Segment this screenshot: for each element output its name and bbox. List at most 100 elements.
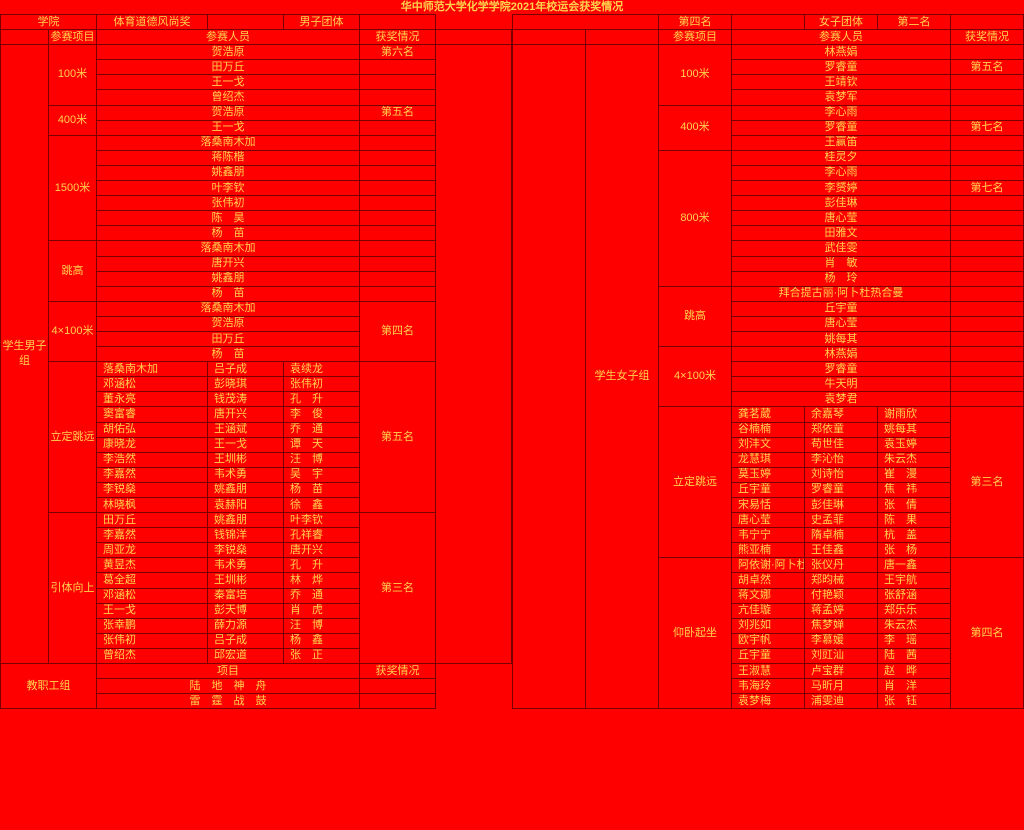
left-participant-name: 孔 升 bbox=[283, 391, 360, 408]
right-table-row: 韦宁宁 隋卓楠杭 盖 bbox=[513, 527, 1024, 544]
left-participant-name: 落桑南木加 bbox=[96, 134, 360, 151]
right-participant-name: 肖 敏 bbox=[731, 255, 951, 272]
right-row-award: 第五名 bbox=[950, 59, 1024, 76]
right-participant-name: 罗睿童 bbox=[731, 59, 951, 76]
page-title: 华中师范大学化学学院2021年校运会获奖情况 bbox=[400, 1, 624, 13]
right-participant-name: 焦梦婵 bbox=[804, 617, 878, 634]
staff-row-award bbox=[359, 678, 436, 695]
left-participant-name: 姚鑫朋 bbox=[207, 481, 284, 499]
right-row-award bbox=[950, 300, 1024, 317]
right-table-row: 袁梦梅 浦雯迪张 钰 bbox=[513, 693, 1024, 710]
left-participant-name: 林 烨 bbox=[283, 572, 360, 589]
left-row-award bbox=[359, 255, 436, 272]
left-table-row: 张伟初 吕子成杨 鑫 bbox=[1, 632, 512, 649]
right-participant-name: 罗睿童 bbox=[731, 119, 951, 136]
right-participant-name: 王宇航 bbox=[877, 572, 951, 589]
left-table-row: 李嘉然 韦术勇吴 宇 bbox=[1, 466, 512, 483]
right-participant-name: 蒋孟婷 bbox=[804, 602, 878, 619]
left-participant-name: 王圳彬 bbox=[207, 451, 284, 468]
left-participant-name: 乔 通 bbox=[283, 421, 360, 438]
right-participant-name: 张 杨 bbox=[877, 542, 951, 559]
left-participant-name: 林晓枫 bbox=[96, 496, 208, 514]
left-participant-name: 李嘉然 bbox=[96, 466, 208, 483]
left-row-award bbox=[359, 210, 436, 227]
left-table-row: 学生男子组 100米 贺浩原 第六名 bbox=[0, 44, 512, 665]
right-table-row: 丘宇童 罗睿童焦 祎 bbox=[513, 481, 1024, 499]
left-participant-name: 姚鑫朋 bbox=[207, 512, 284, 529]
left-participant-name: 杨 苗 bbox=[96, 285, 360, 302]
right-participant-name: 焦 祎 bbox=[877, 481, 951, 499]
left-participant-name: 韦术勇 bbox=[207, 557, 284, 574]
right-participant-name: 刘兆如 bbox=[731, 617, 805, 634]
left-group-label: 学生男子组 bbox=[0, 44, 49, 665]
right-participant-name: 刘豇汕 bbox=[804, 647, 878, 665]
right-table-row: 肖 敏 bbox=[513, 255, 1024, 272]
left-participant-name: 贺浩原 bbox=[96, 44, 360, 61]
right-participant-name: 牛天明 bbox=[731, 376, 951, 393]
left-row-award bbox=[359, 180, 436, 197]
right-participant-name: 刘诗怡 bbox=[804, 466, 878, 483]
left-outer-pad bbox=[435, 44, 512, 665]
left-header-top-row: 学院 体育道德风尚奖 男子团体 bbox=[0, 13, 512, 31]
right-left-pad bbox=[512, 29, 586, 46]
right-row-award bbox=[950, 255, 1024, 272]
right-table-row: 丘宇童 刘豇汕陆 茜 bbox=[513, 647, 1024, 665]
left-table-row: 4×100米 落桑南木加 第四名 bbox=[1, 300, 512, 363]
right-participant-name: 丘宇童 bbox=[731, 481, 805, 499]
left-table-row: 邓涵松 彭晓琪 张伟初 bbox=[1, 376, 512, 393]
right-participant-name: 张 钰 bbox=[877, 693, 951, 710]
left-header-college: 学院 bbox=[0, 13, 97, 31]
left-participant-name: 汪 博 bbox=[283, 617, 360, 634]
left-table-row: 葛全超 王圳彬林 烨 bbox=[1, 572, 512, 589]
right-participant-name: 罗睿童 bbox=[731, 361, 951, 378]
right-participant-name: 胡卓然 bbox=[731, 572, 805, 589]
right-participant-name: 唐心莹 bbox=[731, 512, 805, 529]
right-header-blank0 bbox=[512, 13, 659, 31]
right-table-row: 学生女子组 100米 林燕娟 bbox=[512, 44, 1024, 710]
left-group-spacer bbox=[0, 29, 49, 46]
right-participant-name: 苟世佳 bbox=[804, 436, 878, 453]
right-row-award: 第七名 bbox=[950, 119, 1024, 136]
right-participant-name: 韦海玲 bbox=[731, 678, 805, 695]
left-col-award-header: 获奖情况 bbox=[359, 29, 436, 46]
right-participant-name: 张舒涵 bbox=[877, 587, 951, 604]
right-participant-name: 蒋文娜 bbox=[731, 587, 805, 604]
left-participant-name: 张伟初 bbox=[96, 632, 208, 649]
left-table-row: 引体向上 田万丘 姚鑫朋 叶李钦 第三名 bbox=[1, 512, 512, 665]
left-participant-name: 杨 鑫 bbox=[283, 632, 360, 649]
left-table-row: 林晓枫 袁赫阳徐 鑫 bbox=[1, 496, 512, 514]
left-participant-name: 曾绍杰 bbox=[96, 647, 208, 665]
left-table-row: 杨 苗 bbox=[1, 225, 512, 242]
left-row-award bbox=[359, 195, 436, 212]
right-table-row: 立定跳远 龚茗葳 余嘉琴 谢雨欣 第三名 bbox=[513, 406, 1024, 559]
left-table-row: 跳高 落桑南木加 bbox=[1, 240, 512, 302]
right-event-name: 4×100米 bbox=[658, 346, 732, 408]
left-table-row: 窦富睿 唐开兴李 俊 bbox=[1, 406, 512, 423]
right-row-award bbox=[950, 149, 1024, 166]
right-table-row: 400米 李心雨 bbox=[513, 104, 1024, 151]
left-participant-name: 王涵斌 bbox=[207, 421, 284, 438]
left-participant-name: 田万丘 bbox=[96, 59, 360, 76]
left-participant-name: 袁赫阳 bbox=[207, 496, 284, 514]
left-row-award bbox=[359, 74, 436, 91]
left-table-row: 王一戈 bbox=[1, 119, 512, 136]
left-col-people-header: 参赛人员 bbox=[96, 29, 360, 46]
right-col-award-header: 获奖情况 bbox=[950, 29, 1024, 46]
left-event-name: 100米 bbox=[48, 44, 97, 106]
right-event-name: 跳高 bbox=[658, 285, 732, 348]
right-participant-name: 张 倩 bbox=[877, 496, 951, 514]
right-participant-name: 肖 洋 bbox=[877, 678, 951, 695]
right-participant-name: 林燕娟 bbox=[731, 346, 951, 363]
right-participant-name: 李赟婷 bbox=[731, 180, 951, 197]
left-participant-name: 秦富培 bbox=[207, 587, 284, 604]
right-table-row: 唐心莹 bbox=[513, 210, 1024, 227]
left-participant-name: 落桑南木加 bbox=[96, 300, 360, 317]
right-award-table: 第四名 女子团体 第二名 参赛项目 参赛人员 获奖情况 学生女子组 100米 林燕娟 罗睿童 第五名… bbox=[512, 13, 1024, 710]
left-participant-name: 袁续龙 bbox=[283, 361, 360, 378]
left-participant-name: 贺浩原 bbox=[96, 315, 360, 332]
right-participant-name: 隋卓楠 bbox=[804, 527, 878, 544]
right-event-name: 仰卧起坐 bbox=[658, 557, 732, 710]
left-participant-name: 李嘉然 bbox=[96, 527, 208, 544]
left-event-name: 1500米 bbox=[48, 134, 97, 242]
